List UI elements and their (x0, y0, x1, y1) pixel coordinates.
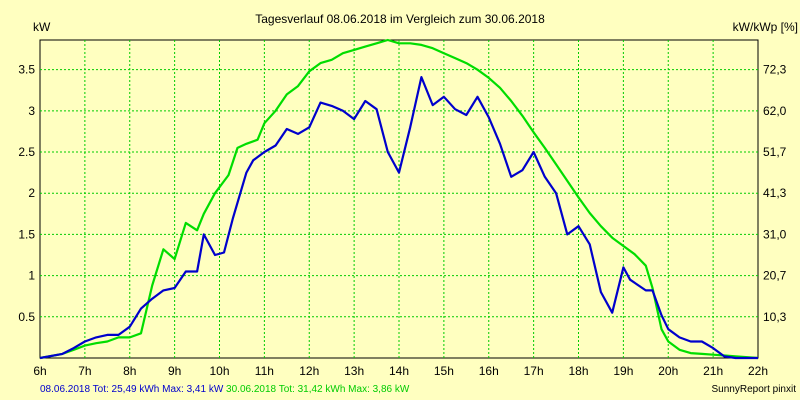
y-tick-label-left: 0.5 (18, 310, 35, 324)
y-tick-label-right: 62,0 (763, 104, 787, 118)
x-tick-label: 21h (703, 364, 723, 378)
grid-lines (40, 40, 758, 358)
y-tick-label-right: 10,3 (763, 310, 787, 324)
x-tick-label: 11h (255, 364, 274, 378)
x-tick-label: 12h (299, 364, 319, 378)
series-lines (39, 38, 759, 360)
y-tick-label-left: 2 (28, 186, 35, 200)
y-axis-left-label: kW (33, 20, 51, 34)
x-tick-label: 6h (33, 364, 46, 378)
x-tick-label: 9h (168, 364, 181, 378)
x-tick-label: 17h (524, 364, 544, 378)
y-tick-label-right: 20,7 (763, 269, 787, 283)
x-tick-label: 7h (78, 364, 91, 378)
y-tick-label-left: 1 (28, 269, 35, 283)
y-tick-label-left: 3.5 (18, 63, 35, 77)
footer-blue-summary: 08.06.2018 Tot: 25,49 kWh Max: 3,41 kW (40, 384, 224, 395)
x-tick-label: 18h (568, 364, 588, 378)
y-axis-left-ticks: 0.5 1 1.5 2 2.5 3 3.5 (18, 63, 35, 324)
x-tick-label: 15h (434, 364, 454, 378)
x-tick-label: 22h (748, 364, 768, 378)
y-tick-label-left: 3 (28, 104, 35, 118)
x-tick-label: 10h (209, 364, 229, 378)
footer-credit: SunnyReport pinxit (712, 384, 797, 395)
x-tick-label: 8h (123, 364, 136, 378)
x-tick-label: 13h (344, 364, 364, 378)
footer-green-summary: 30.06.2018 Tot: 31,42 kWh Max: 3,86 kW (226, 384, 410, 395)
y-tick-label-right: 72,3 (763, 63, 787, 77)
x-tick-label: 19h (613, 364, 633, 378)
plot-area (39, 39, 759, 359)
x-tick-label: 16h (479, 364, 499, 378)
x-axis-ticks: 6h 7h 8h 9h 10h 11h 12h 13h 14h 15h 16h 17h 18h 19h 20… (33, 364, 768, 378)
series-line-08-06-2018 (39, 75, 758, 360)
y-axis-right-label: kW/kWp [%] (733, 20, 798, 34)
y-tick-label-right: 41,3 (763, 186, 787, 200)
chart-title: Tagesverlauf 08.06.2018 im Vergleich zum… (255, 12, 545, 26)
footer-left: 08.06.2018 Tot: 25,49 kWh Max: 3,41 kW 3… (40, 384, 410, 395)
y-tick-label-left: 1.5 (18, 227, 35, 241)
x-tick-label: 20h (658, 364, 678, 378)
y-axis-right-ticks: 10,3 20,7 31,0 41,3 51,7 62,0 72,3 (763, 63, 787, 324)
x-tick-label: 14h (389, 364, 409, 378)
y-tick-label-left: 2.5 (18, 145, 35, 159)
y-tick-label-right: 31,0 (763, 227, 787, 241)
series-line-30-06-2018 (39, 38, 759, 360)
y-tick-label-right: 51,7 (763, 145, 787, 159)
